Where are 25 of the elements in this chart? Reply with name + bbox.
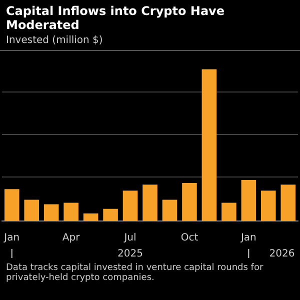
bar <box>122 190 138 221</box>
bar <box>261 190 276 221</box>
bar <box>24 200 39 221</box>
chart-subtitle: Invested (million $) <box>0 32 300 51</box>
text: 2026 <box>269 248 295 260</box>
bar <box>241 180 256 221</box>
bar <box>162 200 178 221</box>
bar <box>182 183 197 221</box>
x-tick-label: Apr <box>62 232 81 244</box>
bar <box>280 184 296 221</box>
x-tick-label: Jan <box>240 232 256 244</box>
bar <box>202 69 217 221</box>
text: Data tracks capital invested in venture capital rounds for privately-held crypto companies. <box>5 262 264 285</box>
bar <box>142 184 158 221</box>
x-tick-label: Oct <box>180 232 198 244</box>
x-tick-label: Jan <box>3 232 20 244</box>
chart-title: Capital Inflows into Crypto Have Moderated <box>5 3 226 32</box>
bar <box>64 202 78 221</box>
x-tick-label: Jul <box>123 232 136 244</box>
text: 2025 <box>118 248 143 260</box>
bar <box>4 189 20 221</box>
bar <box>222 202 236 221</box>
bar <box>103 208 118 221</box>
bar <box>83 213 98 221</box>
bar <box>44 204 59 221</box>
